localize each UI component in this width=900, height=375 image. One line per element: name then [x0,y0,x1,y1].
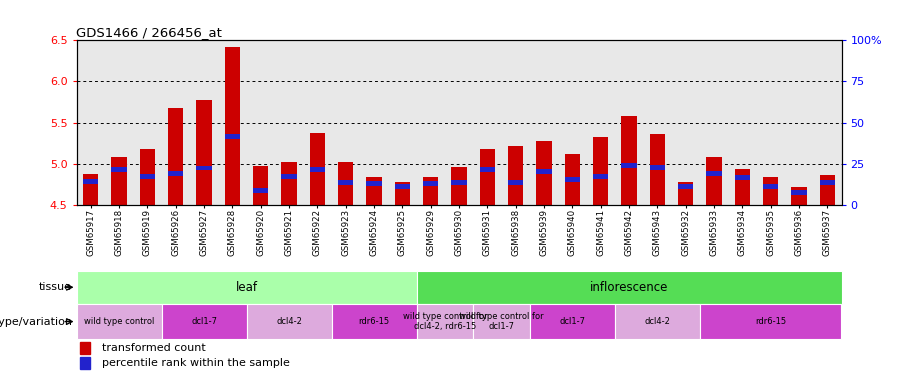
Bar [224,47,240,205]
Text: transformed count: transformed count [102,343,205,352]
Bar [196,99,211,205]
Bar [140,149,155,205]
Text: GDS1466 / 266456_at: GDS1466 / 266456_at [76,26,222,39]
Bar [820,176,835,205]
Bar [678,182,694,205]
Bar [253,188,268,193]
Bar [593,174,608,179]
Text: inflorescence: inflorescence [590,281,668,294]
Bar [650,134,665,205]
Bar [621,163,637,168]
Bar [615,304,700,339]
Bar [791,190,806,195]
Bar [564,177,580,182]
Bar [253,165,268,205]
Bar [140,174,155,179]
Bar [112,157,127,205]
Bar [473,304,530,339]
Bar [536,141,552,205]
Bar [338,180,354,184]
Bar [593,138,608,205]
Bar [564,154,580,205]
Bar [508,146,524,205]
Bar [281,162,297,205]
Text: rdr6-15: rdr6-15 [358,317,390,326]
Text: dcl1-7: dcl1-7 [559,317,585,326]
Bar [80,357,89,369]
Bar [247,304,331,339]
Bar [417,304,473,339]
Bar [820,180,835,184]
Text: dcl4-2: dcl4-2 [276,317,302,326]
Bar [76,271,417,304]
Bar [536,169,552,174]
Bar [763,184,778,189]
Text: tissue: tissue [39,282,72,292]
Bar [168,171,184,176]
Bar [366,181,382,186]
Bar [678,184,694,189]
Bar [650,165,665,170]
Bar [168,108,184,205]
Bar [734,169,750,205]
Bar [417,271,842,304]
Bar [451,167,467,205]
Bar [763,177,778,205]
Text: percentile rank within the sample: percentile rank within the sample [102,358,290,368]
Bar [310,132,325,205]
Text: dcl4-2: dcl4-2 [644,317,670,326]
Bar [196,165,211,171]
Bar [394,182,410,205]
Bar [224,134,240,139]
Text: dcl1-7: dcl1-7 [191,317,217,326]
Text: rdr6-15: rdr6-15 [755,317,787,326]
Bar [480,149,495,205]
Bar [161,304,247,339]
Text: wild type control for
dcl1-7: wild type control for dcl1-7 [459,312,544,331]
Bar [508,180,524,184]
Bar [394,184,410,189]
Bar [112,167,127,172]
Bar [700,304,842,339]
Bar [310,167,325,172]
Text: wild type control for
dcl4-2, rdr6-15: wild type control for dcl4-2, rdr6-15 [402,312,487,331]
Bar [706,171,722,176]
Bar [621,116,637,205]
Bar [423,177,438,205]
Bar [76,304,161,339]
Bar [83,179,98,184]
Text: leaf: leaf [236,281,257,294]
Bar [331,304,417,339]
Text: genotype/variation: genotype/variation [0,316,72,327]
Bar [706,157,722,205]
Bar [791,187,806,205]
Bar [366,177,382,205]
Bar [480,167,495,172]
Bar [80,342,89,354]
Bar [451,180,467,184]
Bar [83,174,98,205]
Bar [530,304,615,339]
Bar [281,174,297,179]
Bar [734,176,750,180]
Bar [423,181,438,186]
Bar [338,162,354,205]
Text: wild type control: wild type control [84,317,154,326]
